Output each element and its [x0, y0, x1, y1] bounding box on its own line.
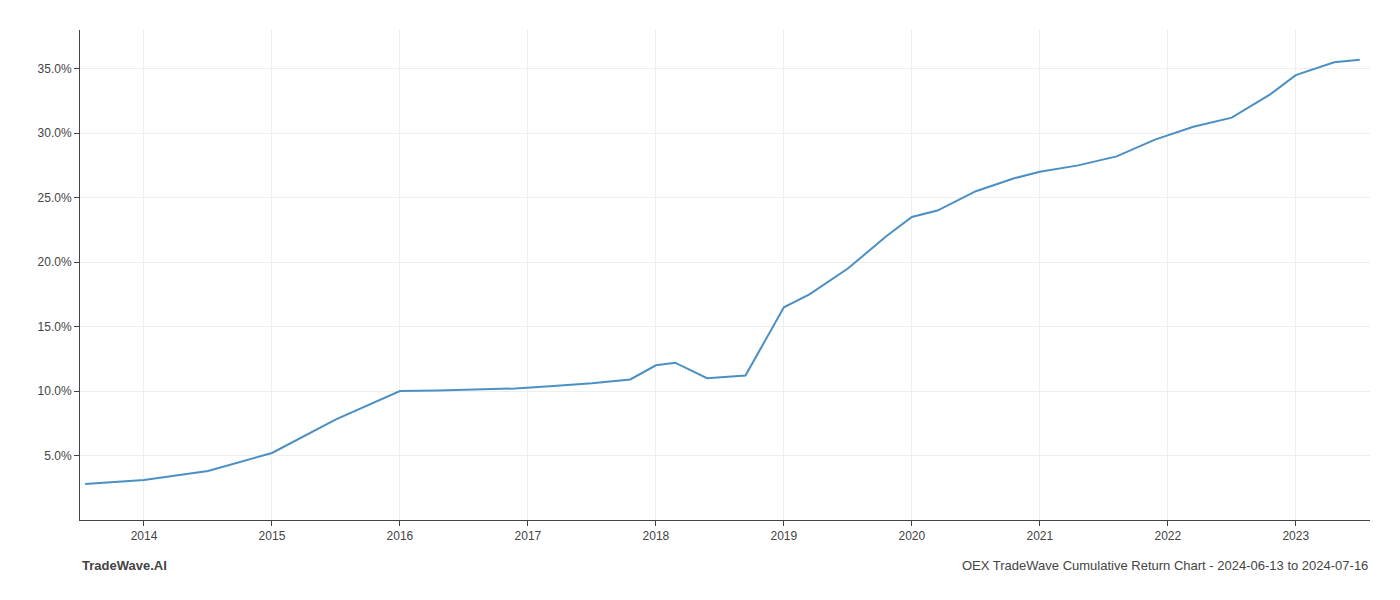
svg-text:20.0%: 20.0% — [38, 255, 72, 269]
svg-text:2016: 2016 — [387, 529, 414, 543]
svg-text:15.0%: 15.0% — [38, 320, 72, 334]
svg-text:10.0%: 10.0% — [38, 384, 72, 398]
svg-text:2020: 2020 — [898, 529, 925, 543]
svg-text:TradeWave.AI: TradeWave.AI — [82, 558, 167, 573]
svg-text:OEX TradeWave Cumulative Retur: OEX TradeWave Cumulative Return Chart - … — [962, 558, 1368, 573]
svg-text:2021: 2021 — [1026, 529, 1053, 543]
svg-text:30.0%: 30.0% — [38, 126, 72, 140]
svg-text:2019: 2019 — [771, 529, 798, 543]
svg-text:5.0%: 5.0% — [44, 449, 72, 463]
svg-text:2014: 2014 — [131, 529, 158, 543]
svg-text:2015: 2015 — [259, 529, 286, 543]
svg-text:35.0%: 35.0% — [38, 62, 72, 76]
svg-text:2018: 2018 — [643, 529, 670, 543]
svg-text:2017: 2017 — [515, 529, 542, 543]
svg-text:2022: 2022 — [1154, 529, 1181, 543]
svg-text:25.0%: 25.0% — [38, 191, 72, 205]
svg-text:2023: 2023 — [1282, 529, 1309, 543]
